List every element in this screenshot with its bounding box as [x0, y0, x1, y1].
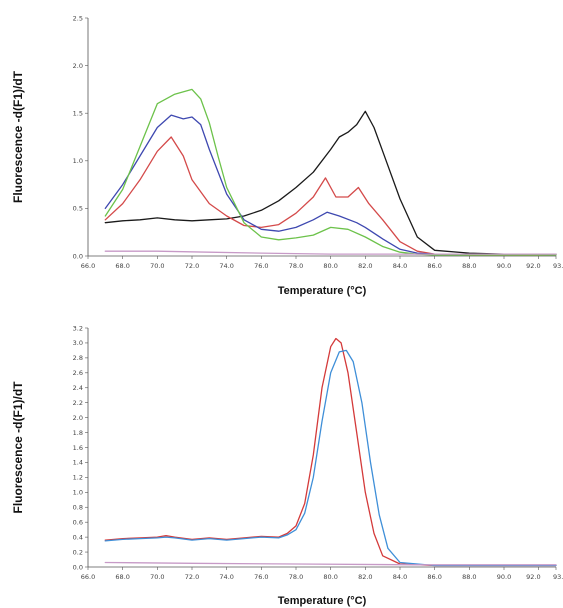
chart-top-series-line-3	[104, 114, 557, 256]
chart-top-series-line-2	[104, 136, 557, 256]
chart-bottom-y-tick-label: 3.2	[73, 324, 83, 332]
chart-top-x-tick-label: 74.0	[219, 262, 233, 270]
chart-top-y-tick-label: 1.5	[73, 110, 83, 118]
chart-bottom-x-tick-label: 92.0	[526, 573, 540, 581]
chart-bottom-y-tick-label: 3.0	[73, 339, 83, 347]
melt-curve-chart-bottom: 0.0 0.2 0.4 0.6 0.8 1.0 1.2 1.4 1.6 1.8 2.0 2.2 2.4 2…	[11, 324, 563, 607]
chart-bottom-y-tick-label: 1.6	[73, 444, 83, 452]
chart-bottom-y-tick-label: 2.8	[73, 354, 83, 362]
chart-bottom-x-ticks: 66.0 68.0 70.0 72.0 74.0 76.0 78.0 80.0 82.0 84.0…	[81, 567, 563, 581]
chart-bottom-x-tick-label: 86.0	[427, 573, 441, 581]
chart-bottom-axes	[87, 328, 556, 568]
chart-bottom-y-tick-label: 2.6	[73, 369, 83, 377]
chart-bottom-y-tick-label: 0.0	[73, 563, 83, 571]
chart-top-x-axis-label: Temperature (°C)	[278, 285, 367, 297]
chart-bottom-y-tick-label: 1.8	[73, 429, 83, 437]
chart-bottom-y-ticks: 0.0 0.2 0.4 0.6 0.8 1.0 1.2 1.4 1.6 1.8 2.0 2.2 2.4 2…	[73, 324, 88, 571]
chart-bottom-x-tick-label: 90.0	[497, 573, 511, 581]
chart-top-series-line-4	[104, 88, 557, 256]
chart-bottom-x-tick-label: 78.0	[289, 573, 303, 581]
chart-top-x-tick-label: 72.0	[185, 262, 199, 270]
chart-top-y-tick-label: 2.5	[73, 14, 83, 22]
chart-bottom-x-axis-label: Temperature (°C)	[278, 595, 367, 607]
chart-bottom-y-tick-label: 2.4	[73, 384, 83, 392]
chart-bottom-y-tick-label: 0.4	[73, 533, 83, 541]
chart-top-x-tick-label: 70.0	[150, 262, 164, 270]
chart-bottom-x-tick-label: 88.0	[462, 573, 476, 581]
chart-bottom-x-tick-label: 84.0	[393, 573, 407, 581]
chart-bottom-x-tick-label: 70.0	[150, 573, 164, 581]
chart-top-x-tick-label: 84.0	[393, 262, 407, 270]
chart-bottom-y-tick-label: 1.4	[73, 459, 83, 467]
chart-top-x-tick-label: 68.0	[115, 262, 129, 270]
chart-bottom-y-tick-label: 0.6	[73, 518, 83, 526]
melt-curve-chart-top: 0.0 0.5 1.0 1.5 2.0 2.5 66.0 68.0 70.0 72.0 74.0 7…	[11, 14, 563, 297]
chart-top-x-tick-label: 90.0	[497, 262, 511, 270]
chart-bottom-x-tick-label: 93.0	[553, 573, 563, 581]
chart-bottom-x-tick-label: 66.0	[81, 573, 95, 581]
chart-top-x-tick-label: 80.0	[323, 262, 337, 270]
chart-top-y-tick-label: 2.0	[73, 62, 83, 70]
chart-bottom-series-line-2	[104, 349, 557, 567]
chart-top-x-tick-label: 86.0	[427, 262, 441, 270]
chart-bottom-x-tick-label: 76.0	[254, 573, 268, 581]
chart-top-y-axis-label: Fluorescence -d(F1)/dT	[11, 70, 25, 203]
chart-top-x-tick-label: 82.0	[358, 262, 372, 270]
chart-bottom-y-tick-label: 2.0	[73, 414, 83, 422]
chart-top-series	[104, 88, 557, 256]
chart-top-axes	[87, 18, 556, 257]
chart-top-y-ticks: 0.0 0.5 1.0 1.5 2.0 2.5	[73, 14, 88, 260]
chart-bottom-y-tick-label: 1.0	[73, 489, 83, 497]
chart-top-series-line-5	[104, 250, 557, 255]
chart-bottom-y-tick-label: 1.2	[73, 474, 83, 482]
chart-bottom-series-line-3	[104, 561, 557, 566]
chart-bottom-x-tick-label: 80.0	[323, 573, 337, 581]
chart-bottom-x-tick-label: 68.0	[115, 573, 129, 581]
chart-top-x-tick-label: 78.0	[289, 262, 303, 270]
chart-bottom-x-tick-label: 82.0	[358, 573, 372, 581]
chart-bottom-y-tick-label: 2.2	[73, 399, 83, 407]
chart-top-y-tick-label: 0.0	[73, 252, 83, 260]
chart-top-x-tick-label: 76.0	[254, 262, 268, 270]
chart-top-x-tick-label: 88.0	[462, 262, 476, 270]
chart-bottom-y-axis-label: Fluorescence -d(F1)/dT	[11, 381, 25, 514]
chart-top-y-tick-label: 1.0	[73, 157, 83, 165]
chart-bottom-series-line-1	[104, 337, 557, 567]
chart-bottom-x-tick-label: 72.0	[185, 573, 199, 581]
chart-top-series-line-1	[104, 110, 557, 255]
chart-top-x-tick-label: 92.0	[526, 262, 540, 270]
chart-top-y-tick-label: 0.5	[73, 205, 83, 213]
chart-top-x-tick-label: 66.0	[81, 262, 95, 270]
chart-bottom-x-tick-label: 74.0	[219, 573, 233, 581]
chart-bottom-y-tick-label: 0.2	[73, 548, 83, 556]
chart-top-x-ticks: 66.0 68.0 70.0 72.0 74.0 76.0 78.0 80.0 82.0 84.0…	[81, 256, 563, 270]
chart-bottom-series	[104, 337, 557, 567]
chart-top-x-tick-label: 93.0	[553, 262, 563, 270]
chart-bottom-y-tick-label: 0.8	[73, 504, 83, 512]
